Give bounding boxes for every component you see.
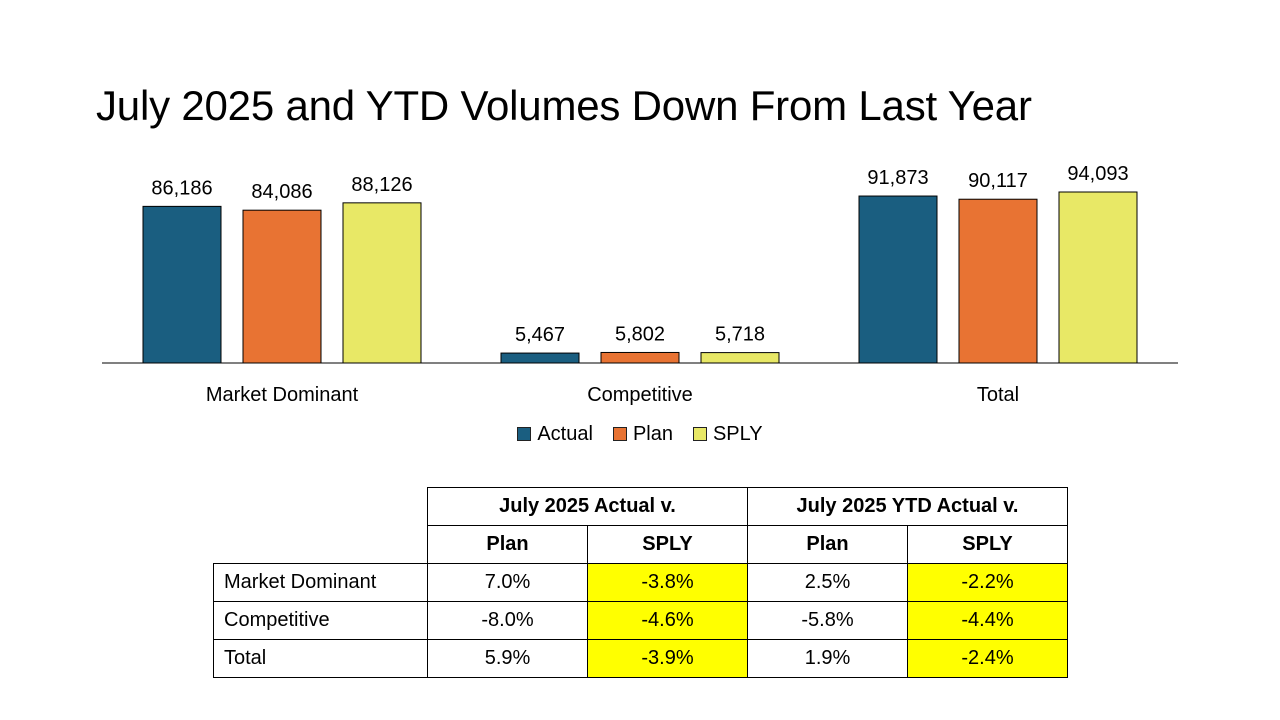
bar-chart: 86,186 84,086 88,126 Market Dominant 5,467 5,… [102,163,1178,406]
table-cell: -8.0% [427,601,588,640]
sub-header-ytd-sply: SPLY [907,525,1068,564]
legend-label-actual: Actual [537,423,593,445]
data-label-total-sply: 94,093 [1067,163,1128,185]
table-cell-highlighted: -2.4% [907,639,1068,678]
data-label-competitive-plan: 5,802 [615,323,665,345]
table-sub-header-row: Plan SPLY Plan SPLY [213,525,1068,564]
bar-competitive-plan [600,351,680,364]
table-cell: 2.5% [747,563,908,602]
table-corner [213,487,428,526]
legend-label-plan: Plan [632,423,673,445]
category-label-total: Total [977,384,1019,406]
table-row: Market Dominant 7.0% -3.8% 2.5% -2.2% [213,563,1068,602]
data-label-competitive-actual: 5,467 [515,324,565,346]
bar-market-dominant-plan [242,209,322,364]
table-cell: -5.8% [747,601,908,640]
legend-item-actual: Actual [517,422,593,446]
table-cell-highlighted: -4.4% [907,601,1068,640]
bar-competitive-actual [500,352,580,364]
table-group-header-row: July 2025 Actual v. July 2025 YTD Actual… [213,487,1068,526]
table-cell: 5.9% [427,639,588,678]
sub-header-sply: SPLY [587,525,748,564]
bar-competitive-sply [700,352,780,364]
bar-market-dominant-actual [142,205,222,364]
bar-total-actual [858,195,938,364]
table-cell: 7.0% [427,563,588,602]
row-label: Competitive [213,601,428,640]
table-corner-2 [213,525,428,564]
table-cell-highlighted: -4.6% [587,601,748,640]
table-cell-highlighted: -2.2% [907,563,1068,602]
data-label-market-dominant-actual: 86,186 [151,177,212,199]
table-row: Competitive -8.0% -4.6% -5.8% -4.4% [213,601,1068,640]
legend-swatch-actual [517,427,532,441]
chart-legend: Actual Plan SPLY [0,422,1280,446]
legend-label-sply: SPLY [712,423,763,445]
legend-item-sply: SPLY [692,422,763,446]
data-label-market-dominant-sply: 88,126 [351,174,412,196]
bar-total-sply [1058,191,1138,364]
row-label: Total [213,639,428,678]
legend-swatch-sply [692,427,707,441]
bar-market-dominant-sply [342,202,422,364]
table-row: Total 5.9% -3.9% 1.9% -2.4% [213,639,1068,678]
sub-header-plan: Plan [427,525,588,564]
data-label-total-actual: 91,873 [867,167,928,189]
group-header-ytd: July 2025 YTD Actual v. [747,487,1068,526]
variance-table: July 2025 Actual v. July 2025 YTD Actual… [213,487,1068,678]
row-label: Market Dominant [213,563,428,602]
category-label-competitive: Competitive [587,384,693,406]
data-label-market-dominant-plan: 84,086 [251,181,312,203]
data-label-total-plan: 90,117 [968,170,1028,192]
table-cell-highlighted: -3.8% [587,563,748,602]
table-cell-highlighted: -3.9% [587,639,748,678]
category-label-market-dominant: Market Dominant [206,384,359,406]
bar-total-plan [958,198,1038,364]
group-header-month: July 2025 Actual v. [427,487,748,526]
sub-header-ytd-plan: Plan [747,525,908,564]
legend-swatch-plan [612,427,627,441]
legend-item-plan: Plan [612,422,673,446]
table-cell: 1.9% [747,639,908,678]
slide-title: July 2025 and YTD Volumes Down From Last… [96,82,1032,129]
data-label-competitive-sply: 5,718 [715,324,765,346]
